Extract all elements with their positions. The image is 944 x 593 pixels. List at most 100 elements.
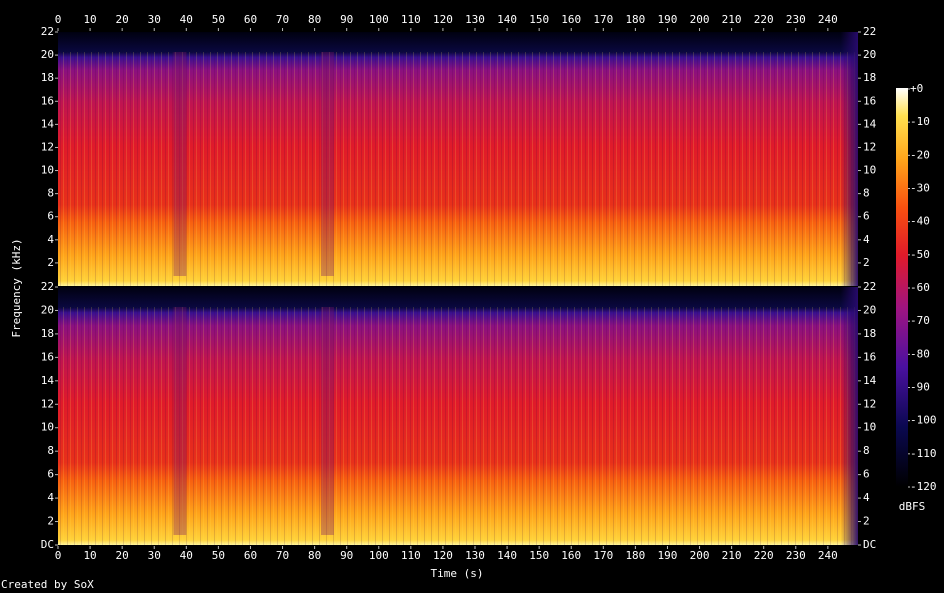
x-tick-label: 60 [244, 549, 257, 562]
x-tick-label: 230 [786, 549, 806, 562]
x-tick-label: 210 [722, 549, 742, 562]
y-tick-label-right: 18 [863, 71, 876, 84]
x-axis-title: Time (s) [431, 567, 484, 580]
x-tick-label: 190 [658, 549, 678, 562]
footer: Created by SoX [1, 578, 94, 591]
x-tick-label: 180 [625, 549, 645, 562]
y-tick-label-right: 4 [863, 233, 870, 246]
x-tick-label-top: 0 [55, 13, 62, 26]
x-tick-label-top: 90 [340, 13, 353, 26]
y-tick-label-right: 22 [863, 25, 876, 38]
quiet-band [173, 52, 187, 276]
tail-fade [840, 32, 858, 286]
x-tick-label: 160 [561, 549, 581, 562]
x-tick-label: 100 [369, 549, 389, 562]
spectrogram-texture [58, 52, 858, 286]
x-tick-label-top: 30 [148, 13, 161, 26]
y-tick-label: 8 [47, 187, 54, 200]
y-tick-label: 6 [47, 468, 54, 481]
y-tick-label: 14 [41, 374, 55, 387]
colorbar-tick-label: -100 [910, 414, 937, 427]
y-tick-label-right: 10 [863, 421, 876, 434]
y-tick-label: 16 [41, 94, 54, 107]
y-tick-label-right: 14 [863, 117, 877, 130]
y-tick-label-right: 12 [863, 397, 876, 410]
y-tick-label: 8 [47, 444, 54, 457]
spectrogram-panels [58, 32, 858, 545]
y-tick-label: 10 [41, 164, 54, 177]
colorbar-tick-label: -50 [910, 248, 930, 261]
y-tick-label: 18 [41, 327, 54, 340]
colorbar-tick-label: -10 [910, 115, 930, 128]
x-tick-label-top: 130 [465, 13, 485, 26]
x-tick-label: 50 [212, 549, 225, 562]
x-tick-label: 200 [690, 549, 710, 562]
x-tick-label-top: 240 [818, 13, 838, 26]
x-tick-label-top: 80 [308, 13, 321, 26]
x-tick-label: 170 [593, 549, 613, 562]
x-tick-label: 70 [276, 549, 289, 562]
x-tick-label-top: 10 [83, 13, 96, 26]
y-tick-label-right: 6 [863, 210, 870, 223]
x-tick-label-top: 180 [625, 13, 645, 26]
y-tick-label-right: 16 [863, 94, 876, 107]
y-tick-label-right: 8 [863, 187, 870, 200]
colorbar-tick-label: +0 [910, 82, 923, 95]
y-tick-label-right: 2 [863, 256, 870, 269]
y-tick-label-right: 10 [863, 164, 876, 177]
x-tick-label-top: 120 [433, 13, 453, 26]
x-tick-label-top: 150 [529, 13, 549, 26]
y-tick-label: 20 [41, 303, 54, 316]
colorbar-tick-label: -120 [910, 480, 937, 493]
x-tick-label: 140 [497, 549, 517, 562]
x-tick-label-top: 110 [401, 13, 421, 26]
quiet-band [321, 52, 334, 276]
x-tick-label: 90 [340, 549, 353, 562]
colorbar-tick-label: -40 [910, 215, 930, 228]
spectrogram-texture [58, 307, 858, 545]
colorbar-label: dBFS [899, 500, 926, 513]
x-tick-label-top: 140 [497, 13, 517, 26]
x-tick-label: 240 [818, 549, 838, 562]
x-tick-label-top: 200 [690, 13, 710, 26]
colorbar-tick-label: -70 [910, 314, 930, 327]
y-tick-label-right: DC [863, 538, 876, 551]
x-tick-label-top: 60 [244, 13, 257, 26]
x-tick-label-top: 20 [116, 13, 129, 26]
y-tick-label-right: 20 [863, 48, 876, 61]
x-tick-label-top: 210 [722, 13, 742, 26]
x-tick-label: 40 [180, 549, 193, 562]
x-tick-label: 10 [83, 549, 96, 562]
y-tick-label: 2 [47, 515, 54, 528]
x-tick-label: 150 [529, 549, 549, 562]
x-tick-label-top: 100 [369, 13, 389, 26]
colorbar-tick-label: -20 [910, 148, 930, 161]
colorbar-tick-label: -90 [910, 381, 930, 394]
y-tick-label: 14 [41, 117, 55, 130]
x-tick-label-top: 160 [561, 13, 581, 26]
x-tick-label-top: 220 [754, 13, 774, 26]
y-tick-label: 4 [47, 233, 54, 246]
colorbar-tick-label: -80 [910, 347, 930, 360]
y-axis-title: Frequency (kHz) [10, 238, 23, 337]
y-tick-label: 6 [47, 210, 54, 223]
x-tick-label-top: 190 [658, 13, 678, 26]
x-tick-label: 0 [55, 549, 62, 562]
y-tick-label-right: 6 [863, 468, 870, 481]
y-tick-label: 16 [41, 350, 54, 363]
y-tick-label: 22 [41, 25, 54, 38]
y-tick-label-right: 12 [863, 140, 876, 153]
x-tick-label: 20 [116, 549, 129, 562]
quiet-band [321, 307, 334, 535]
x-tick-label-top: 170 [593, 13, 613, 26]
y-tick-label: DC [41, 538, 54, 551]
y-tick-label-right: 2 [863, 515, 870, 528]
y-tick-label-right: 20 [863, 303, 876, 316]
y-tick-label-right: 8 [863, 444, 870, 457]
y-tick-label: 18 [41, 71, 54, 84]
tail-fade [840, 287, 858, 545]
y-tick-label: 4 [47, 491, 54, 504]
y-tick-label-right: 14 [863, 374, 877, 387]
y-tick-label-right: 4 [863, 491, 870, 504]
